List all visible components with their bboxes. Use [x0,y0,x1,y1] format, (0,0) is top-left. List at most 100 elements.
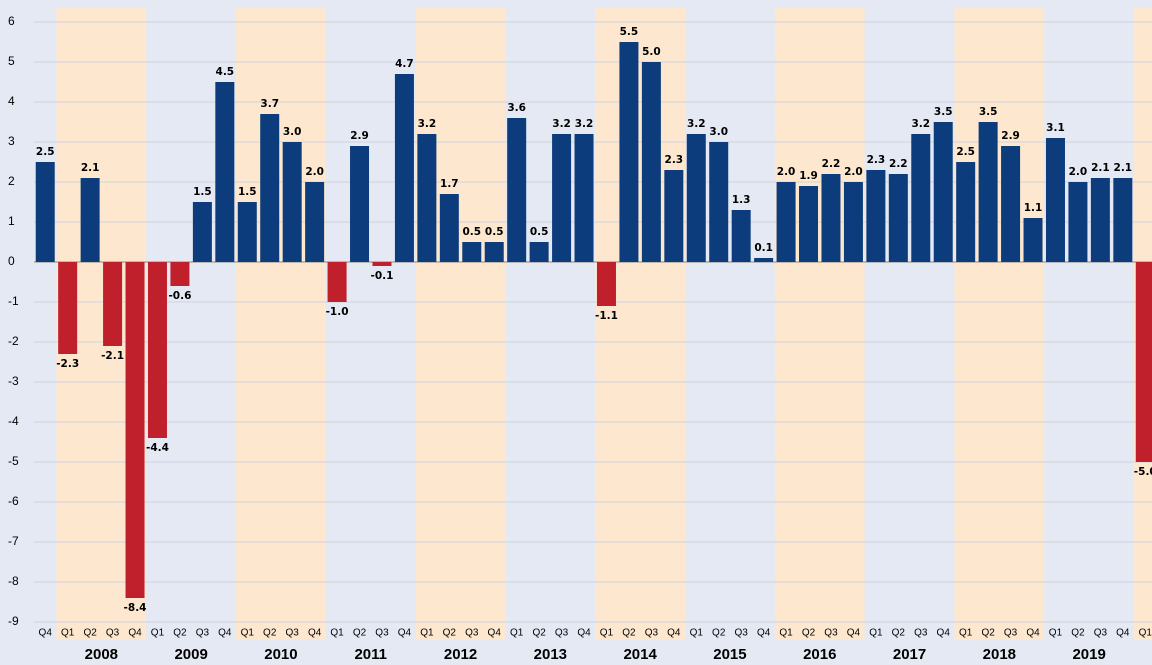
x-tick-label: Q4 [128,628,142,639]
value-label: 4.7 [395,58,414,70]
bar [1090,178,1110,262]
bar [596,262,616,306]
year-label: 2011 [354,646,387,663]
year-label: 2016 [803,646,836,663]
year-label: 2012 [444,646,477,663]
bar [282,142,302,262]
value-label: 5.5 [620,26,639,38]
value-label: 2.2 [889,158,908,170]
y-tick-label: 0 [8,254,15,268]
y-tick-label: -7 [8,534,19,548]
year-band [0,8,57,640]
x-tick-label: Q3 [914,628,928,639]
x-tick-label: Q3 [735,628,749,639]
value-label: 1.7 [440,178,459,190]
bar [1001,146,1021,262]
bar [754,258,774,262]
year-label: 2014 [623,646,657,663]
x-tick-label: Q3 [465,628,479,639]
bar [956,162,976,262]
x-tick-label: Q1 [959,628,973,639]
value-label: 0.5 [530,226,549,238]
bar [215,82,235,262]
x-tick-label: Q4 [667,628,681,639]
bar [888,174,908,262]
bar [1068,182,1088,262]
value-label: 3.2 [687,118,706,130]
x-tick-label: Q2 [173,628,187,639]
x-tick-label: Q3 [645,628,659,639]
year-label: 2019 [1072,646,1105,663]
x-tick-label: Q1 [690,628,704,639]
bar [305,182,325,262]
bar [776,182,796,262]
x-tick-label: Q4 [757,628,771,639]
x-tick-label: Q2 [1071,628,1085,639]
x-tick-label: Q3 [286,628,300,639]
year-band [864,8,955,640]
value-label: 3.2 [418,118,437,130]
y-tick-label: 4 [8,94,15,108]
y-tick-label: -3 [8,374,19,388]
x-tick-label: Q2 [802,628,816,639]
x-tick-label: Q2 [263,628,277,639]
x-tick-label: Q1 [330,628,344,639]
year-band [1044,8,1135,640]
x-tick-label: Q3 [824,628,838,639]
year-label: 2018 [983,646,1016,663]
value-label: 3.2 [575,118,594,130]
value-label: 2.9 [350,130,369,142]
value-label: 2.3 [867,154,886,166]
year-band [774,8,865,640]
x-tick-label: Q4 [218,628,232,639]
y-tick-label: 6 [8,14,15,28]
x-tick-label: Q4 [308,628,322,639]
bar [1045,138,1065,262]
bar [484,242,504,262]
y-tick-label: -5 [8,454,19,468]
value-label: 0.1 [754,242,773,254]
value-label: 3.6 [507,102,526,114]
x-tick-label: Q2 [981,628,995,639]
value-label: 3.2 [911,118,930,130]
bar [394,74,414,262]
value-label: -5.0 [1134,466,1152,478]
bar [372,262,392,266]
bar [1113,178,1133,262]
y-tick-label: -2 [8,334,19,348]
y-tick-label: 5 [8,54,15,68]
value-label: 2.0 [844,166,863,178]
bar [799,186,819,262]
value-label: 2.5 [36,146,55,158]
x-tick-label: Q3 [375,628,389,639]
value-label: 2.0 [1069,166,1088,178]
x-tick-label: Q1 [420,628,434,639]
bar [664,170,684,262]
bar [866,170,886,262]
bar [125,262,145,598]
year-band [595,8,686,640]
bar [439,194,459,262]
x-tick-label: Q1 [241,628,255,639]
bar [350,146,370,262]
y-tick-label: 3 [8,134,15,148]
x-tick-label: Q1 [869,628,883,639]
value-label: 2.1 [1114,162,1133,174]
year-label: 2013 [534,646,567,663]
bar [709,142,729,262]
x-tick-label: Q1 [1139,628,1152,639]
y-tick-label: 2 [8,174,15,188]
x-tick-label: Q3 [1094,628,1108,639]
bar [1023,218,1043,262]
x-tick-label: Q4 [1026,628,1040,639]
x-tick-label: Q1 [779,628,793,639]
bar [35,162,55,262]
value-label: -2.1 [101,350,124,362]
value-label: 3.5 [979,106,998,118]
x-tick-label: Q4 [847,628,861,639]
year-label: 2017 [893,646,926,663]
x-tick-label: Q2 [532,628,546,639]
value-label: 3.5 [934,106,953,118]
x-tick-label: Q2 [712,628,726,639]
value-label: -1.1 [595,310,618,322]
